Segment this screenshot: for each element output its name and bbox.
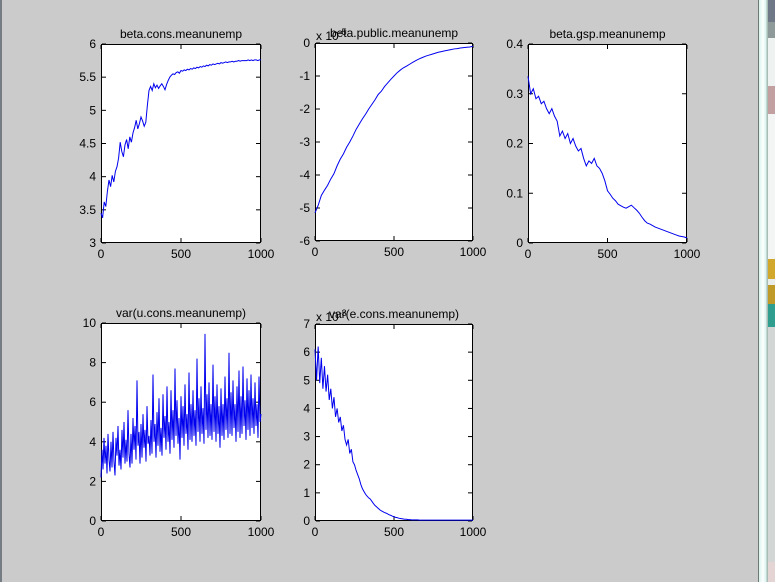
subplot-beta-cons-meanunemp: 3 3.5 4 4.5 5 5.5 6 0 500 1000 [79,37,274,261]
svg-text:1000: 1000 [460,245,487,259]
svg-text:500: 500 [597,247,617,261]
svg-text:0: 0 [312,245,319,259]
svg-text:6: 6 [89,395,96,409]
svg-text:0.2: 0.2 [506,137,523,151]
svg-text:1: 1 [303,486,310,500]
svg-text:4: 4 [89,435,96,449]
desktop-fragment-gap [768,279,775,285]
subplot-beta-public-meanunemp: -6 -5 -4 -3 -2 -1 0 0 500 1000 [299,36,486,259]
svg-text:5: 5 [89,103,96,117]
svg-text:1000: 1000 [674,247,701,261]
svg-text:0: 0 [89,514,96,528]
desktop-icon-yellow-2[interactable] [768,285,775,304]
desktop-icon-teal[interactable] [768,304,775,327]
desktop-fragment-slate [768,0,775,22]
desktop-fragment-grey [768,327,775,562]
svg-text:6: 6 [303,345,310,359]
svg-text:0: 0 [303,36,310,50]
svg-text:0: 0 [98,247,105,261]
desktop-edge-strip [768,0,775,582]
svg-text:0.3: 0.3 [506,87,523,101]
plot-title-var-u-cons: var(u.cons.meanunemp) [115,306,247,320]
desktop-fragment-light [768,38,775,86]
svg-text:4: 4 [303,401,310,415]
window-right-border [758,0,768,582]
svg-text:2: 2 [89,474,96,488]
svg-text:0: 0 [516,236,523,250]
svg-text:-6: -6 [299,234,310,248]
svg-text:-5: -5 [299,201,310,215]
svg-text:1000: 1000 [460,525,487,539]
plot-title-beta-cons: beta.cons.meanunemp [119,27,243,41]
svg-text:-3: -3 [299,135,310,149]
svg-text:4: 4 [89,170,96,184]
svg-text:500: 500 [171,525,191,539]
svg-text:4.5: 4.5 [79,137,96,151]
svg-text:1000: 1000 [248,525,275,539]
svg-text:0: 0 [525,247,532,261]
svg-text:500: 500 [171,247,191,261]
svg-text:6: 6 [89,37,96,51]
desktop-fragment-pink-light [768,562,775,582]
desktop-fragment-grey-teal [768,22,775,38]
y-axis-scale-label-beta-public: x 10-5 [316,27,347,43]
plot-title-beta-gsp: beta.gsp.meanunemp [549,27,666,41]
svg-text:0.4: 0.4 [506,37,523,51]
svg-text:-4: -4 [299,168,310,182]
svg-text:0: 0 [98,525,105,539]
svg-text:3: 3 [89,236,96,250]
subplot-var-e-cons-meanunemp: 0 1 2 3 4 5 6 7 0 500 1000 [303,317,486,539]
svg-text:3: 3 [303,430,310,444]
svg-text:0.1: 0.1 [506,186,523,200]
svg-text:2: 2 [303,458,310,472]
svg-text:0: 0 [303,514,310,528]
svg-text:10: 10 [83,316,97,330]
svg-text:7: 7 [303,317,310,331]
plot-title-beta-public: beta.public.meanunemp [329,26,459,40]
subplot-var-u-cons-meanunemp: 0 2 4 6 8 10 0 500 1000 [83,316,275,539]
subplot-beta-gsp-meanunemp: 0 0.1 0.2 0.3 0.4 0 500 1000 [506,37,700,261]
y-axis-scale-label-var-e-cons: x 10-3 [316,308,347,324]
svg-text:8: 8 [89,356,96,370]
svg-text:3.5: 3.5 [79,203,96,217]
svg-text:500: 500 [384,245,404,259]
svg-text:1000: 1000 [248,247,275,261]
desktop-fragment-pink [768,86,775,114]
svg-text:5: 5 [303,373,310,387]
svg-text:-2: -2 [299,102,310,116]
svg-text:-1: -1 [299,69,310,83]
svg-text:0: 0 [312,525,319,539]
desktop-fragment-light2 [768,114,775,259]
desktop-icon-yellow-1[interactable] [768,259,775,279]
svg-text:500: 500 [384,525,404,539]
svg-text:5.5: 5.5 [79,70,96,84]
plot-title-var-e-cons: var(e.cons.meanunemp) [328,307,460,321]
